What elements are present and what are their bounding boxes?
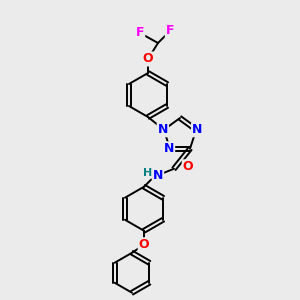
Text: O: O xyxy=(139,238,149,251)
Text: N: N xyxy=(158,123,168,136)
Text: N: N xyxy=(153,169,163,182)
Text: F: F xyxy=(166,25,174,38)
Text: F: F xyxy=(136,26,144,40)
Text: O: O xyxy=(143,52,153,65)
Text: N: N xyxy=(192,123,202,136)
Text: H: H xyxy=(143,168,153,178)
Text: N: N xyxy=(164,142,174,155)
Text: O: O xyxy=(183,160,193,173)
